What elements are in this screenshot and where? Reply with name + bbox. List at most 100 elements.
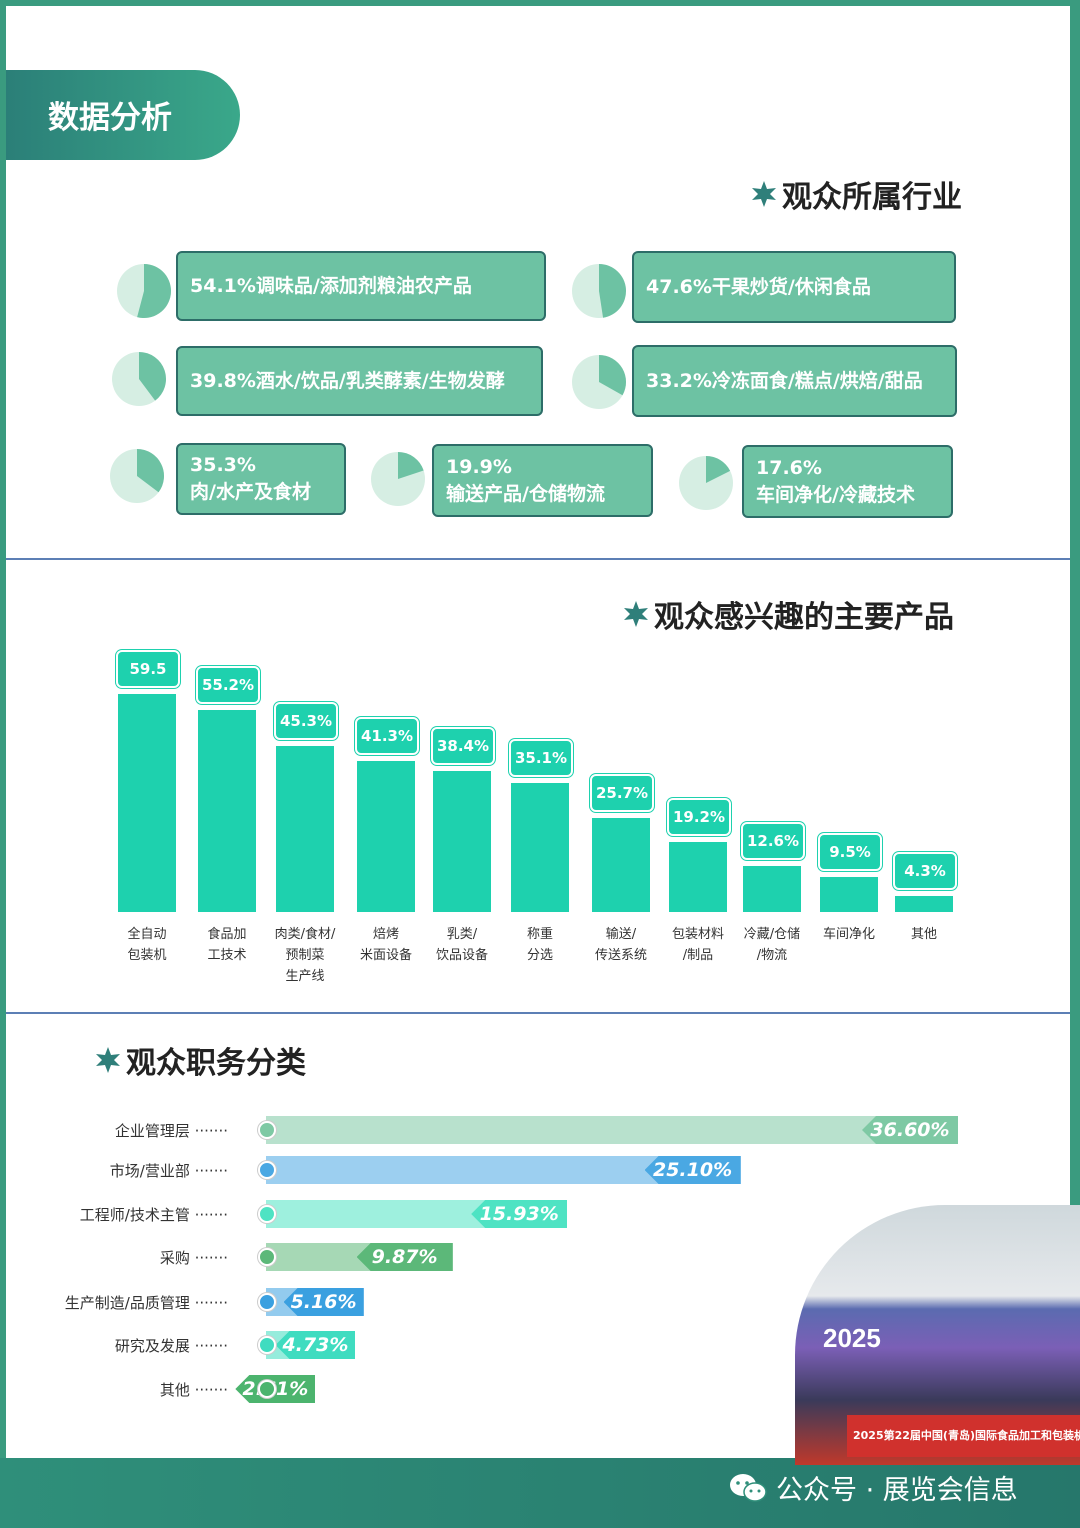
bar	[592, 817, 650, 912]
bar	[895, 896, 953, 912]
role-label: 工程师/技术主管 ·······	[79, 1206, 228, 1224]
industry-pct: 39.8%	[190, 369, 256, 392]
role-dot	[258, 1336, 276, 1354]
bar	[669, 841, 727, 912]
industry-item: 54.1%调味品/添加剂粮油农产品	[176, 251, 546, 321]
star-icon	[752, 181, 776, 207]
bar	[276, 745, 334, 912]
industry-item: 17.6% 车间净化/冷藏技术	[742, 445, 953, 518]
role-value: 36.60%	[862, 1116, 958, 1144]
bar	[357, 760, 415, 912]
star-icon	[624, 601, 648, 627]
industry-label: 输送产品/仓储物流	[446, 482, 605, 505]
industry-pie	[679, 456, 733, 510]
watermark-text: 公众号 · 展览会信息	[776, 1475, 1018, 1506]
industry-label: 冷冻面食/糕点/烘焙/甜品	[711, 369, 923, 392]
bar-category-label: 冷藏/仓储 /物流	[743, 927, 801, 963]
role-label: 其他 ·······	[159, 1381, 228, 1399]
role-dot	[258, 1380, 276, 1398]
bar	[118, 693, 176, 912]
role-dot	[258, 1248, 276, 1266]
industry-pie	[572, 264, 626, 318]
bottom-band	[0, 1458, 1080, 1528]
products-section-title: 观众感兴趣的主要产品	[622, 592, 954, 636]
bar-category-label: 其他	[910, 927, 937, 942]
wechat-icon	[730, 1473, 767, 1502]
role-bar	[266, 1116, 958, 1144]
bar-value-label: 41.3%	[355, 716, 419, 755]
bar-value-label: 12.6%	[741, 821, 805, 860]
role-dot	[258, 1293, 276, 1311]
bar-category-label: 乳类/ 饮品设备	[435, 927, 488, 963]
page-title: 数据分析	[48, 100, 172, 136]
bar	[198, 709, 256, 912]
industry-label: 酒水/饮品/乳类酵素/生物发酵	[255, 369, 505, 392]
bar-value-label: 25.7%	[590, 773, 654, 812]
bar	[743, 865, 801, 912]
role-label: 生产制造/品质管理 ·······	[64, 1294, 228, 1312]
industry-item: 39.8%酒水/饮品/乳类酵素/生物发酵	[176, 346, 543, 416]
section-header-tab: 数据分析	[6, 70, 240, 160]
industry-pct: 17.6%	[756, 456, 822, 479]
industry-label: 调味品/添加剂粮油农产品	[255, 274, 472, 297]
role-dot	[258, 1121, 276, 1139]
bar-category-label: 车间净化	[822, 927, 875, 942]
bar-value-label: 45.3%	[274, 701, 338, 740]
industry-pie-slice	[398, 452, 424, 479]
bar-category-label: 输送/ 传送系统	[594, 927, 647, 963]
industry-pie-slice	[139, 352, 166, 401]
industry-pie-slice	[599, 355, 626, 396]
bar	[433, 771, 491, 912]
industry-pct: 54.1%	[190, 274, 256, 297]
bar-value-label: 38.4%	[431, 727, 495, 766]
event-photo: 2025 2025第22届中国(青岛)国际食品加工和包装机械展览会	[795, 1205, 1080, 1465]
bar-value-label: 55.2%	[196, 665, 260, 704]
bar-category-label: 全自动 包装机	[127, 927, 167, 963]
watermark: 公众号 · 展览会信息	[728, 1468, 1018, 1507]
bar-value-label: 19.2%	[667, 797, 731, 836]
role-dot	[258, 1161, 276, 1179]
photo-banner: 2025第22届中国(青岛)国际食品加工和包装机械展览会	[847, 1415, 1080, 1457]
divider	[6, 1012, 1070, 1014]
roles-section-title: 观众职务分类	[94, 1038, 306, 1082]
bar-category-label: 焙烤 米面设备	[359, 927, 412, 963]
bar	[511, 783, 569, 912]
role-label: 企业管理层 ·······	[114, 1122, 228, 1140]
role-label: 研究及发展 ·······	[114, 1337, 228, 1355]
industry-pie	[110, 449, 164, 503]
bar-value-label: 35.1%	[509, 739, 573, 778]
role-value: 25.10%	[644, 1156, 741, 1184]
industry-section-title: 观众所属行业	[750, 172, 962, 216]
bar-category-label: 肉类/食材/ 预制菜 生产线	[274, 927, 336, 984]
industry-pct: 47.6%	[646, 275, 712, 298]
bar-category-label: 包装材料 /制品	[671, 927, 724, 963]
industry-label: 肉/水产及食材	[190, 481, 311, 503]
industry-title-text: 观众所属行业	[782, 180, 962, 215]
industry-label: 干果炒货/休闲食品	[711, 275, 871, 298]
industry-item: 47.6%干果炒货/休闲食品	[632, 251, 956, 323]
industry-pct: 19.9%	[446, 455, 512, 478]
role-value: 9.87%	[356, 1243, 453, 1271]
role-dot	[258, 1205, 276, 1223]
industry-pie	[112, 352, 166, 406]
bar-value-label: 4.3%	[893, 852, 957, 891]
role-label: 采购 ·······	[159, 1249, 228, 1267]
star-icon	[96, 1047, 120, 1073]
industry-pie-slice	[706, 456, 731, 483]
industry-pie-slice	[137, 264, 171, 318]
photo-year: 2025	[823, 1323, 881, 1353]
industry-pie	[117, 264, 171, 318]
divider	[6, 558, 1070, 560]
industry-item: 33.2%冷冻面食/糕点/烘焙/甜品	[632, 345, 957, 417]
role-label: 市场/营业部 ·······	[109, 1162, 228, 1180]
industry-pie	[572, 355, 626, 409]
bar-value-label: 59.5	[116, 649, 180, 688]
roles-title-text: 观众职务分类	[126, 1046, 306, 1081]
bar-value-label: 9.5%	[818, 833, 882, 872]
role-value: 5.16%	[283, 1288, 364, 1316]
role-value: 15.93%	[471, 1200, 568, 1228]
industry-pie	[371, 452, 425, 506]
role-value: 4.73%	[275, 1331, 356, 1359]
industry-pct: 35.3%	[190, 454, 256, 476]
industry-label: 车间净化/冷藏技术	[756, 483, 915, 506]
